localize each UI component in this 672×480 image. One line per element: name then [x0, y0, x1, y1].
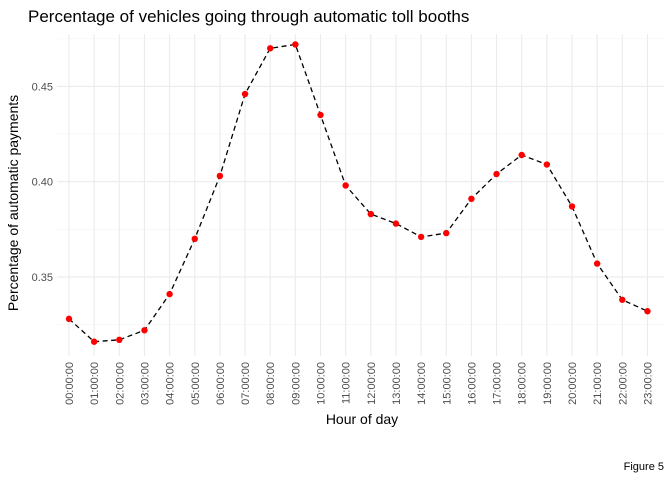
x-tick-label: 04:00:00	[165, 362, 177, 405]
data-point	[317, 111, 324, 119]
grid	[57, 34, 664, 356]
data-point	[116, 336, 123, 344]
data-point	[644, 308, 651, 315]
y-tick-label: 0.40	[32, 177, 53, 189]
x-tick-label: 18:00:00	[517, 362, 529, 405]
data-point	[342, 182, 349, 189]
data-point	[267, 45, 274, 52]
data-point	[543, 161, 551, 168]
x-tick-label: 11:00:00	[341, 362, 353, 404]
data-point	[367, 210, 374, 218]
data-point	[65, 315, 73, 323]
x-tick-label: 23:00:00	[642, 362, 654, 405]
x-tick-label: 21:00:00	[592, 362, 604, 405]
data-point	[166, 290, 173, 298]
x-tick-label: 02:00:00	[114, 362, 126, 405]
data-point	[241, 90, 249, 98]
data-point	[468, 195, 475, 203]
series-line	[68, 43, 648, 343]
x-tick-label: 08:00:00	[265, 362, 277, 405]
data-points	[65, 41, 651, 345]
data-point	[191, 235, 198, 243]
y-tick-labels: 0.35 0.40 0.45	[32, 81, 53, 284]
data-point	[518, 151, 525, 159]
x-tick-label: 10:00:00	[316, 362, 328, 405]
y-tick-label: 0.45	[32, 81, 53, 93]
x-tick-label: 22:00:00	[617, 362, 629, 405]
x-tick-label: 07:00:00	[240, 362, 252, 405]
data-point	[619, 296, 626, 303]
x-tick-label: 00:00:00	[64, 362, 76, 405]
data-point	[417, 233, 425, 241]
chart-title: Percentage of vehicles going through aut…	[28, 7, 469, 26]
data-point	[443, 229, 450, 237]
x-tick-label: 13:00:00	[391, 362, 403, 405]
x-tick-label: 09:00:00	[290, 362, 302, 405]
data-point	[216, 172, 224, 180]
x-tick-label: 05:00:00	[190, 362, 202, 405]
x-tick-label: 06:00:00	[215, 362, 227, 405]
x-tick-label: 12:00:00	[366, 362, 378, 405]
data-point	[568, 203, 576, 210]
x-axis-title: Hour of day	[326, 411, 398, 427]
data-point	[392, 220, 400, 227]
y-tick-label: 0.35	[32, 272, 53, 284]
figure-caption: Figure 5	[624, 461, 664, 473]
data-point	[593, 260, 601, 267]
data-point	[90, 338, 98, 345]
y-axis-title: Percentage of automatic payments	[5, 95, 21, 311]
x-tick-label: 17:00:00	[492, 362, 504, 405]
x-tick-label: 16:00:00	[466, 362, 478, 405]
x-tick-label: 14:00:00	[416, 362, 428, 405]
x-tick-label: 19:00:00	[542, 362, 554, 405]
data-point	[141, 327, 148, 334]
x-tick-label: 20:00:00	[567, 362, 579, 405]
x-tick-labels: 00:00:00 01:00:00 02:00:00 03:00:00 04:00:00…	[64, 362, 654, 405]
data-point	[493, 170, 500, 178]
x-tick-label: 01:00:00	[89, 362, 101, 405]
x-tick-label: 03:00:00	[139, 362, 151, 405]
x-tick-label: 15:00:00	[441, 362, 453, 405]
data-point	[292, 41, 299, 48]
